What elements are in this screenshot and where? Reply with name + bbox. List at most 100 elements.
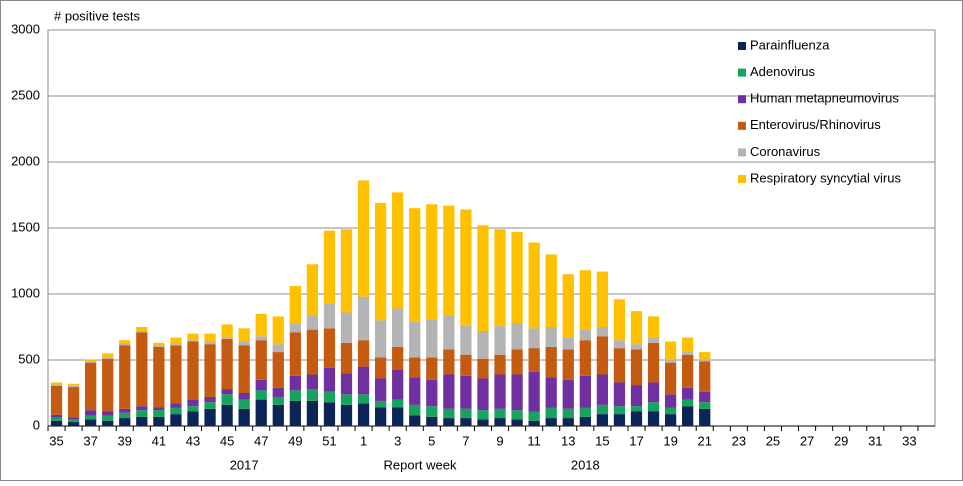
bar-segment: [647, 382, 660, 403]
bar-segment: [357, 403, 370, 426]
bar-segment: [204, 333, 216, 342]
bar-segment: [323, 391, 336, 403]
bar-segment: [289, 390, 301, 401]
bar-segment: [374, 357, 387, 379]
legend-swatch: [738, 42, 746, 50]
bar-segment: [426, 406, 438, 417]
bar-segment: [119, 408, 131, 413]
bar-segment: [443, 349, 455, 375]
bar-segment: [494, 408, 506, 419]
bar-segment: [67, 419, 80, 423]
legend-label: Human metapneumovirus: [750, 91, 899, 106]
legend-label: Adenovirus: [750, 64, 816, 79]
bar-segment: [528, 242, 540, 329]
x-axis-label: Report week: [384, 457, 457, 472]
bar-segment: [153, 410, 165, 417]
bar-segment: [187, 341, 199, 400]
bar-segment: [67, 383, 80, 386]
bar-segment: [511, 374, 523, 411]
x-tick-label: 15: [595, 433, 609, 448]
bar-segment: [579, 270, 591, 330]
bar-segment: [562, 274, 574, 338]
bar-segment: [153, 416, 165, 426]
bar-segment: [426, 379, 438, 407]
bar-segment: [255, 340, 267, 380]
bar-segment: [102, 411, 114, 416]
bar-segment: [374, 400, 387, 408]
bar-segment: [119, 340, 131, 344]
bar-segment: [255, 390, 267, 400]
bar-segment: [699, 402, 711, 409]
bar-segment: [682, 337, 694, 353]
x-tick-label: 3: [394, 433, 401, 448]
legend-swatch: [738, 95, 746, 104]
bar-segment: [221, 404, 233, 426]
bar-segment: [119, 345, 131, 409]
bar-segment: [67, 387, 80, 418]
bar-segment: [374, 407, 387, 426]
bar-segment: [613, 348, 626, 383]
bar-segment: [102, 415, 114, 421]
bar-segment: [187, 340, 199, 342]
bar-segment: [579, 375, 591, 408]
bar-segment: [272, 344, 284, 353]
bar-segment: [306, 315, 319, 330]
bar-segment: [221, 338, 233, 390]
bar-segment: [528, 328, 540, 349]
x-group-label: 2017: [230, 457, 259, 472]
bar-segment: [357, 340, 370, 367]
bar-segment: [579, 416, 591, 426]
bar-segment: [596, 374, 609, 405]
bar-segment: [664, 407, 677, 415]
bar-segment: [85, 410, 97, 416]
bar-segment: [409, 357, 421, 378]
bar-segment: [323, 402, 336, 426]
x-tick-label: 35: [49, 433, 63, 448]
bar-segment: [238, 393, 250, 400]
x-tick-label: 27: [800, 433, 814, 448]
bar-segment: [392, 407, 404, 426]
bar-segment: [596, 271, 609, 327]
bar-segment: [511, 323, 523, 350]
bar-segment: [289, 323, 301, 333]
bar-segment: [613, 406, 626, 415]
bar-segment: [119, 418, 131, 426]
x-tick-label: 19: [663, 433, 677, 448]
bar-segment: [613, 340, 626, 349]
bar-segment: [238, 399, 250, 409]
bar-segment: [545, 418, 557, 426]
bar-segment: [545, 254, 557, 327]
bar-segment: [494, 229, 506, 326]
bar-segment: [426, 319, 438, 358]
bar-segment: [85, 361, 97, 363]
bar-segment: [136, 406, 148, 411]
bar-segment: [579, 340, 591, 376]
bar-segment: [170, 337, 182, 345]
bar-segment: [238, 328, 250, 342]
legend-label: Coronavirus: [750, 144, 821, 159]
x-tick-label: 39: [118, 433, 132, 448]
bar-segment: [374, 378, 387, 401]
bar-segment: [238, 345, 250, 393]
bar-segment: [50, 382, 63, 385]
bar-segment: [323, 367, 336, 392]
bar-segment: [647, 342, 660, 383]
bar-segment: [374, 202, 387, 321]
bar-segment: [204, 408, 216, 426]
bar-segment: [460, 209, 472, 326]
legend-label: Parainfluenza: [750, 37, 830, 52]
x-tick-label: 31: [868, 433, 882, 448]
bar-segment: [119, 343, 131, 346]
bar-segment: [306, 400, 319, 426]
bar-segment: [460, 375, 472, 409]
bar-segment: [170, 345, 182, 404]
bar-segment: [170, 403, 182, 408]
y-tick-label: 500: [18, 351, 40, 366]
bar-segment: [67, 417, 80, 420]
bar-segment: [170, 414, 182, 426]
y-axis-label: # positive tests: [54, 8, 140, 23]
bar-segment: [562, 418, 574, 426]
bar-segment: [562, 337, 574, 350]
bar-segment: [647, 402, 660, 412]
